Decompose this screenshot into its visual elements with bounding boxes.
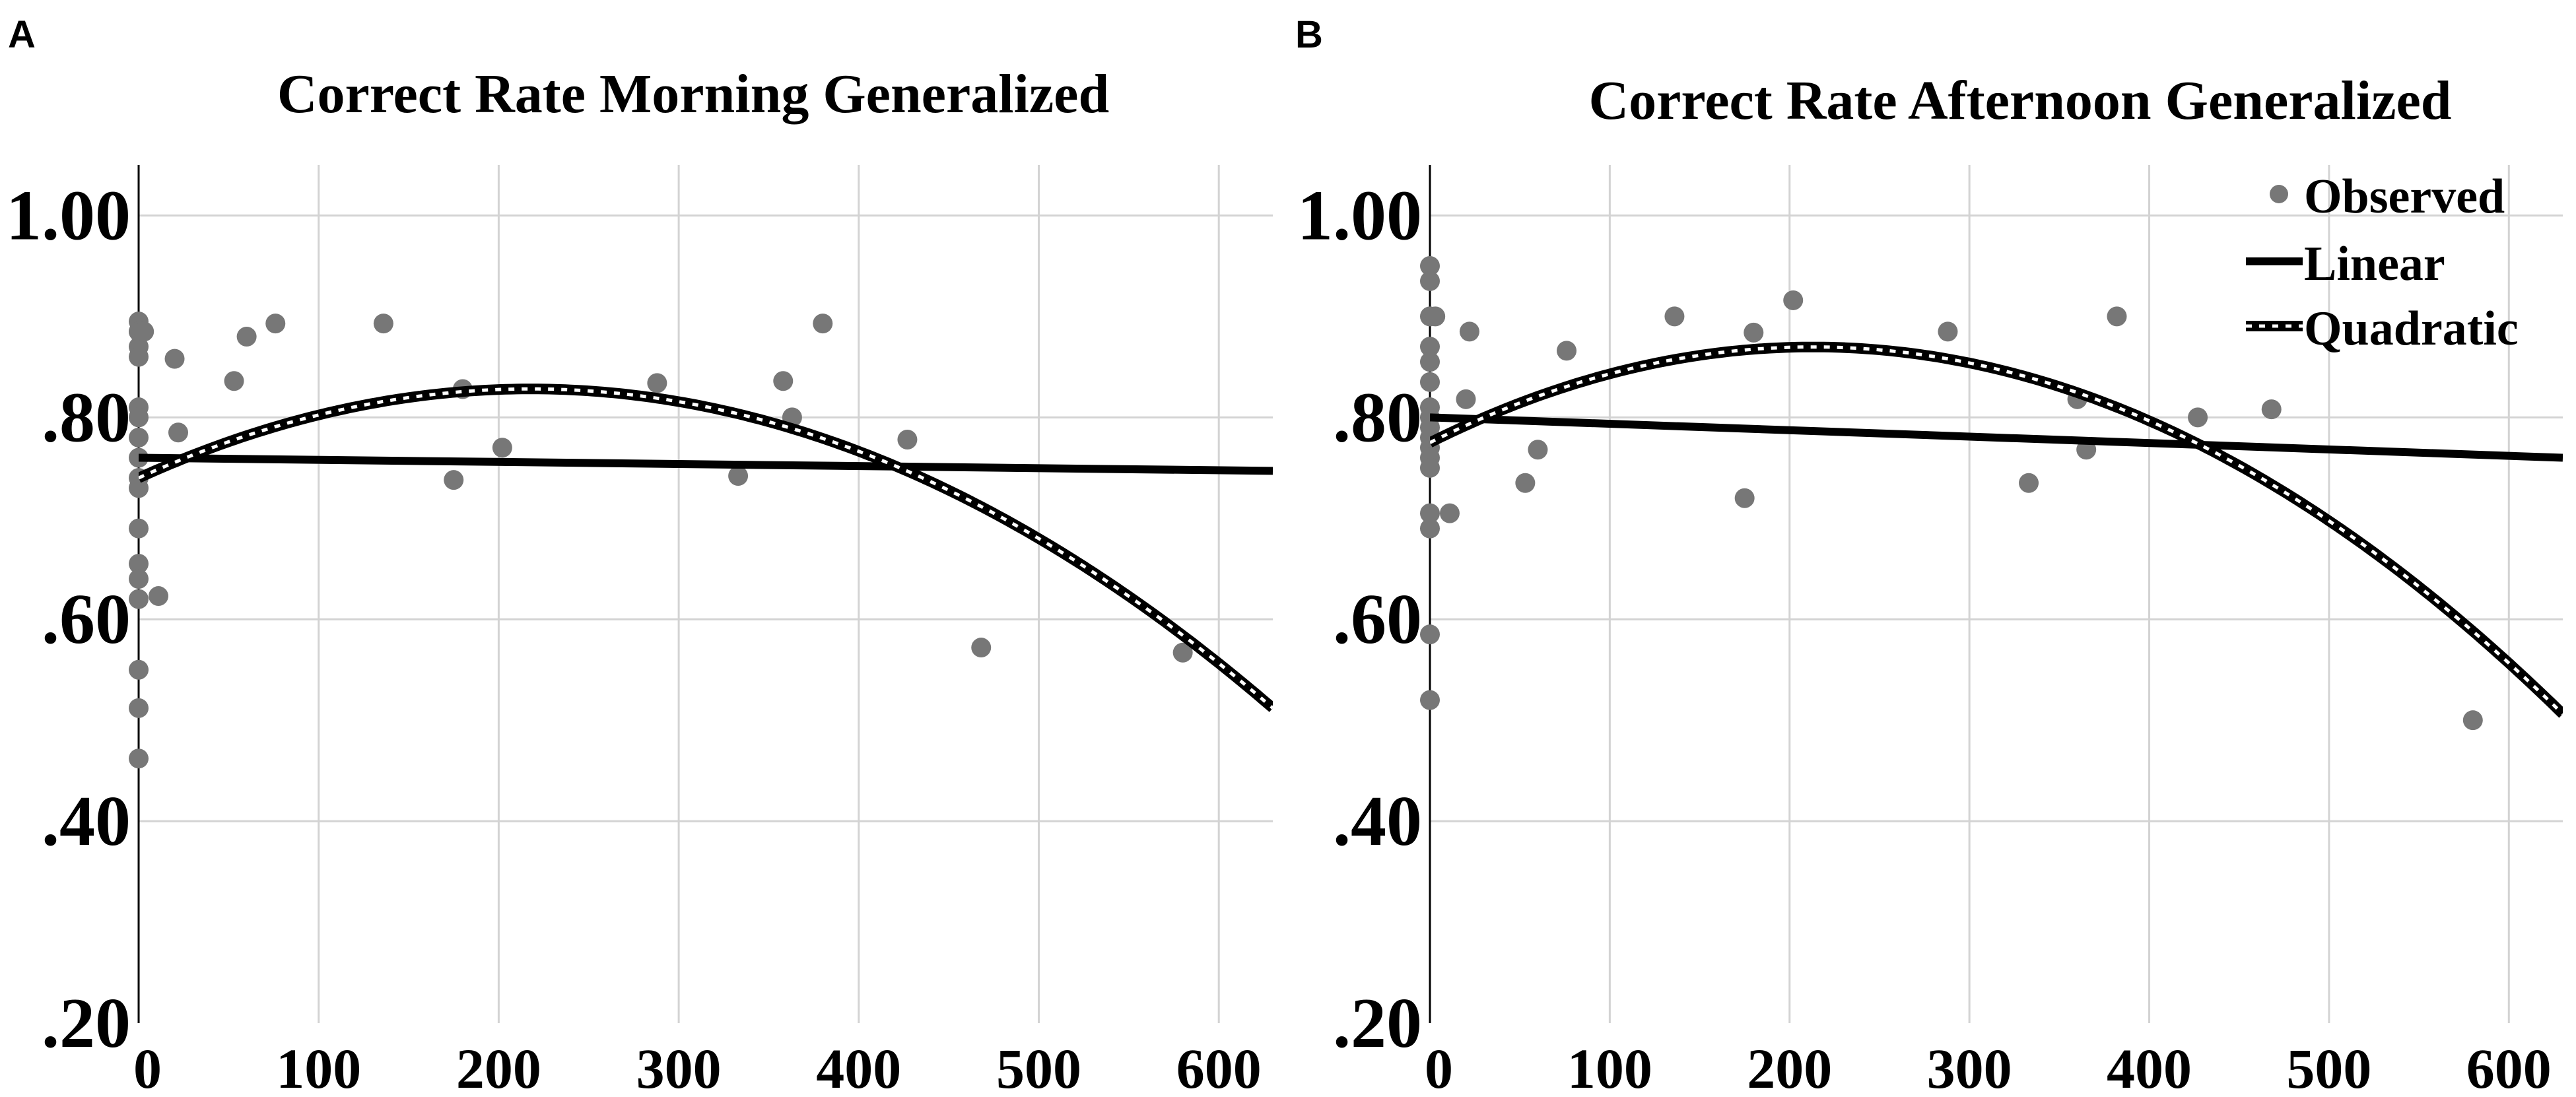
observed-point bbox=[265, 314, 286, 334]
x-tick-label: 300 bbox=[1927, 1037, 2012, 1097]
x-tick-label: 600 bbox=[1176, 1037, 1262, 1097]
observed-point bbox=[1420, 337, 1440, 357]
chart-title: Correct Rate Morning Generalized bbox=[277, 63, 1109, 125]
observed-point bbox=[1172, 642, 1193, 663]
y-tick-label: 1.00 bbox=[1297, 176, 1422, 255]
x-tick-label: 0 bbox=[133, 1037, 162, 1097]
chart-panel-a: A Correct Rate Morning Generalized .20 .40.… bbox=[6, 13, 1273, 1097]
x-tick-label: 100 bbox=[276, 1037, 361, 1097]
observed-point bbox=[129, 407, 149, 428]
observed-point bbox=[444, 470, 464, 490]
observed-point bbox=[2107, 306, 2127, 327]
observed-point bbox=[224, 371, 244, 391]
x-tick-label: 100 bbox=[1567, 1037, 1652, 1097]
observed-point bbox=[129, 569, 149, 589]
observed-point bbox=[1425, 306, 1446, 327]
observed-point bbox=[1734, 488, 1755, 508]
panel-letter: A bbox=[8, 13, 36, 56]
linear-fit-line bbox=[1430, 413, 2563, 462]
quadratic-fit-outline bbox=[1430, 341, 2563, 718]
observed-point bbox=[1420, 271, 1440, 291]
observed-point bbox=[148, 586, 168, 607]
observed-point bbox=[129, 659, 149, 680]
legend: Observed Linear Quadratic bbox=[2246, 170, 2519, 356]
legend-observed-marker bbox=[2270, 185, 2288, 203]
observed-point bbox=[129, 518, 149, 539]
legend-label: Quadratic bbox=[2304, 302, 2519, 356]
x-tick-label: 400 bbox=[2107, 1037, 2192, 1097]
observed-point bbox=[1515, 473, 1536, 493]
chart-panel-b: B Correct Rate Afternoon Generalized .20 .4… bbox=[1295, 13, 2563, 1097]
observed-point bbox=[492, 438, 512, 458]
observed-point bbox=[1420, 255, 1440, 276]
observed-point bbox=[236, 327, 257, 347]
y-tick-label: .20 bbox=[42, 984, 131, 1063]
observed-point bbox=[728, 466, 749, 486]
observed-point bbox=[1459, 321, 1479, 342]
x-tick-label: 300 bbox=[636, 1037, 722, 1097]
observed-point bbox=[2462, 710, 2483, 731]
observed-point bbox=[129, 589, 149, 609]
y-tick-label: .80 bbox=[42, 378, 131, 457]
observed-point bbox=[813, 314, 833, 334]
observed-point bbox=[971, 638, 992, 658]
x-tick-label: 0 bbox=[1425, 1037, 1453, 1097]
observed-point bbox=[164, 349, 185, 369]
observed-point bbox=[1557, 341, 1577, 361]
observed-point bbox=[1420, 352, 1440, 372]
observed-point bbox=[1420, 690, 1440, 710]
observed-point bbox=[1420, 372, 1440, 392]
observed-point bbox=[129, 347, 149, 367]
x-tick-label: 500 bbox=[996, 1037, 1081, 1097]
observed-point bbox=[1744, 322, 1764, 343]
observed-point bbox=[1783, 290, 1804, 310]
quadratic-fit-line bbox=[139, 387, 1273, 710]
quadratic-fit-line bbox=[1430, 345, 2563, 715]
observed-point bbox=[129, 427, 149, 448]
observed-point bbox=[1420, 503, 1440, 523]
x-tick-label: 400 bbox=[816, 1037, 901, 1097]
observed-point bbox=[168, 422, 188, 443]
x-tick-label: 200 bbox=[1747, 1037, 1832, 1097]
observed-point bbox=[2261, 399, 2282, 420]
observed-point bbox=[1664, 306, 1685, 327]
y-tick-label: .40 bbox=[42, 782, 131, 861]
observed-point bbox=[897, 430, 918, 449]
y-tick-label: .60 bbox=[42, 580, 131, 659]
y-tick-label: .40 bbox=[1333, 782, 1422, 861]
y-tick-label: 1.00 bbox=[6, 176, 131, 255]
observed-point bbox=[1456, 389, 1476, 409]
observed-point bbox=[2019, 473, 2039, 493]
observed-point bbox=[647, 373, 667, 393]
x-tick-label: 600 bbox=[2466, 1037, 2552, 1097]
observed-point bbox=[1420, 457, 1440, 478]
legend-label: Observed bbox=[2304, 170, 2505, 224]
observed-point bbox=[129, 554, 149, 574]
x-tick-label: 500 bbox=[2286, 1037, 2371, 1097]
y-tick-label: .80 bbox=[1333, 378, 1422, 457]
observed-point bbox=[1938, 321, 1958, 342]
y-tick-label: .60 bbox=[1333, 580, 1422, 659]
observed-point bbox=[129, 478, 149, 498]
y-tick-label: .20 bbox=[1333, 984, 1422, 1063]
quadratic-fit-outline bbox=[139, 383, 1273, 712]
observed-point bbox=[2188, 407, 2208, 428]
observed-point bbox=[373, 314, 393, 334]
observed-point bbox=[773, 371, 794, 391]
linear-fit-line bbox=[139, 453, 1273, 475]
observed-point bbox=[1528, 440, 1548, 460]
observed-point bbox=[134, 321, 154, 342]
chart-title: Correct Rate Afternoon Generalized bbox=[1588, 70, 2451, 131]
observed-point bbox=[129, 748, 149, 769]
observed-point bbox=[1439, 503, 1460, 523]
observed-point bbox=[129, 698, 149, 718]
observed-point bbox=[1420, 624, 1440, 645]
observed-point bbox=[1420, 518, 1440, 539]
panel-letter: B bbox=[1295, 13, 1323, 56]
legend-label: Linear bbox=[2304, 237, 2445, 291]
x-tick-label: 200 bbox=[456, 1037, 541, 1097]
